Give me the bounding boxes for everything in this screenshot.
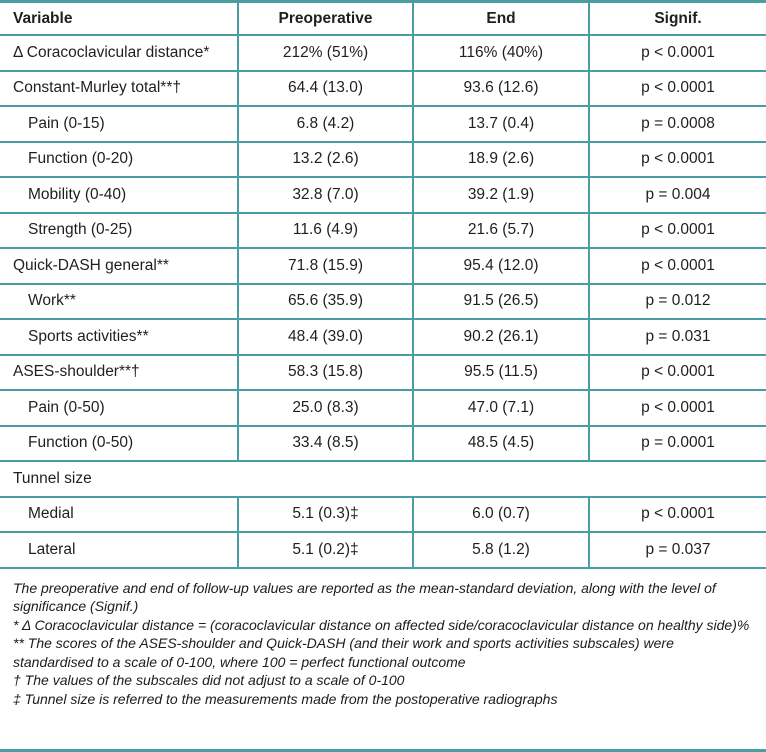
variable-cell: Constant-Murley total**† [0,72,237,107]
row-mobility-0-40: Mobility (0-40) 32.8 (7.0) 39.2 (1.9) p … [0,178,766,214]
signif-cell: p = 0.0001 [588,426,766,462]
end-cell: 13.7 (0.4) [412,107,588,143]
variable-cell: Pain (0-50) [0,391,237,427]
preoperative-cell: 25.0 (8.3) [237,391,412,427]
end-cell: 95.5 (11.5) [412,355,588,391]
signif-cell: p = 0.0008 [588,107,766,143]
column-header-end: End [412,3,588,36]
end-cell: 21.6 (5.7) [412,213,588,249]
preoperative-cell: 65.6 (35.9) [237,284,412,320]
preoperative-cell: 33.4 (8.5) [237,426,412,462]
signif-cell: p < 0.0001 [588,497,766,533]
row-medial: Medial 5.1 (0.3)‡ 6.0 (0.7) p < 0.0001 [0,497,766,533]
signif-cell: p = 0.037 [588,533,766,569]
preoperative-cell: 13.2 (2.6) [237,142,412,178]
variable-cell: Quick-DASH general** [0,249,237,285]
signif-cell: p < 0.0001 [588,71,766,107]
row-ases-shoulder: ASES-shoulder**† 58.3 (15.8) 95.5 (11.5)… [0,355,766,391]
end-cell: 116% (40%) [412,36,588,72]
variable-cell: Lateral [0,533,237,569]
row-sports-activities: Sports activities** 48.4 (39.0) 90.2 (26… [0,320,766,356]
variable-cell: Pain (0-15) [0,107,237,143]
variable-cell: Δ Coracoclavicular distance* [0,36,237,72]
row-constant-murley-total: Constant-Murley total**† 64.4 (13.0) 93.… [0,71,766,107]
variable-cell: Strength (0-25) [0,214,237,249]
signif-cell: p < 0.0001 [588,142,766,178]
end-cell: 93.6 (12.6) [412,71,588,107]
signif-cell: p < 0.0001 [588,249,766,285]
end-cell: 48.5 (4.5) [412,426,588,462]
signif-cell: p < 0.0001 [588,213,766,249]
row-tunnel-size-section: Tunnel size [0,462,766,498]
end-cell: 95.4 (12.0) [412,249,588,285]
column-header-signif: Signif. [588,3,766,36]
end-cell: 18.9 (2.6) [412,142,588,178]
preoperative-cell: 11.6 (4.9) [237,213,412,249]
row-function-0-20: Function (0-20) 13.2 (2.6) 18.9 (2.6) p … [0,142,766,178]
signif-cell: p < 0.0001 [588,36,766,72]
preoperative-cell: 58.3 (15.8) [237,355,412,391]
signif-cell: p = 0.031 [588,320,766,356]
table-footnotes: The preoperative and end of follow-up va… [0,569,766,750]
variable-cell: ASES-shoulder**† [0,356,237,391]
variable-cell: Function (0-50) [0,427,237,462]
end-cell: 5.8 (1.2) [412,533,588,569]
end-cell: 39.2 (1.9) [412,178,588,214]
header-row: Variable Preoperative End Signif. [0,3,766,36]
footnote-general: The preoperative and end of follow-up va… [13,579,716,615]
signif-cell: p = 0.004 [588,178,766,214]
row-function-0-50: Function (0-50) 33.4 (8.5) 48.5 (4.5) p … [0,426,766,462]
end-cell: 6.0 (0.7) [412,497,588,533]
table-bottom-rule [0,749,766,752]
footnote-asterisk: * Δ Coracoclavicular distance = (coracoc… [13,616,750,633]
row-strength-0-25: Strength (0-25) 11.6 (4.9) 21.6 (5.7) p … [0,213,766,249]
signif-cell: p < 0.0001 [588,355,766,391]
preoperative-cell: 64.4 (13.0) [237,71,412,107]
column-header-preoperative: Preoperative [237,3,412,36]
variable-cell: Mobility (0-40) [0,178,237,214]
variable-cell: Sports activities** [0,320,237,356]
preoperative-cell: 71.8 (15.9) [237,249,412,285]
column-header-variable: Variable [0,3,237,36]
footnote-double-dagger: ‡ Tunnel size is referred to the measure… [13,691,558,708]
preoperative-cell: 212% (51%) [237,36,412,72]
preoperative-cell: 32.8 (7.0) [237,178,412,214]
end-cell: 91.5 (26.5) [412,284,588,320]
row-coracoclavicular-distance: Δ Coracoclavicular distance* 212% (51%) … [0,36,766,72]
row-quick-dash-general: Quick-DASH general** 71.8 (15.9) 95.4 (1… [0,249,766,285]
end-cell: 47.0 (7.1) [412,391,588,427]
preoperative-cell: 6.8 (4.2) [237,107,412,143]
variable-cell: Medial [0,498,237,533]
footnote-dagger: † The values of the subscales did not ad… [13,672,405,689]
variable-cell: Function (0-20) [0,143,237,178]
preoperative-cell: 5.1 (0.3)‡ [237,497,412,533]
row-pain-0-15: Pain (0-15) 6.8 (4.2) 13.7 (0.4) p = 0.0… [0,107,766,143]
signif-cell: p = 0.012 [588,284,766,320]
row-lateral: Lateral 5.1 (0.2)‡ 5.8 (1.2) p = 0.037 [0,533,766,569]
preoperative-cell: 5.1 (0.2)‡ [237,533,412,569]
preoperative-cell: 48.4 (39.0) [237,320,412,356]
signif-cell: p < 0.0001 [588,391,766,427]
row-pain-0-50: Pain (0-50) 25.0 (8.3) 47.0 (7.1) p < 0.… [0,391,766,427]
footnote-double-asterisk: ** The scores of the ASES-shoulder and Q… [13,635,674,670]
row-work: Work** 65.6 (35.9) 91.5 (26.5) p = 0.012 [0,284,766,320]
variable-cell: Work** [0,285,237,320]
end-cell: 90.2 (26.1) [412,320,588,356]
results-table: Variable Preoperative End Signif. Δ Cora… [0,0,766,569]
section-label: Tunnel size [0,462,766,498]
